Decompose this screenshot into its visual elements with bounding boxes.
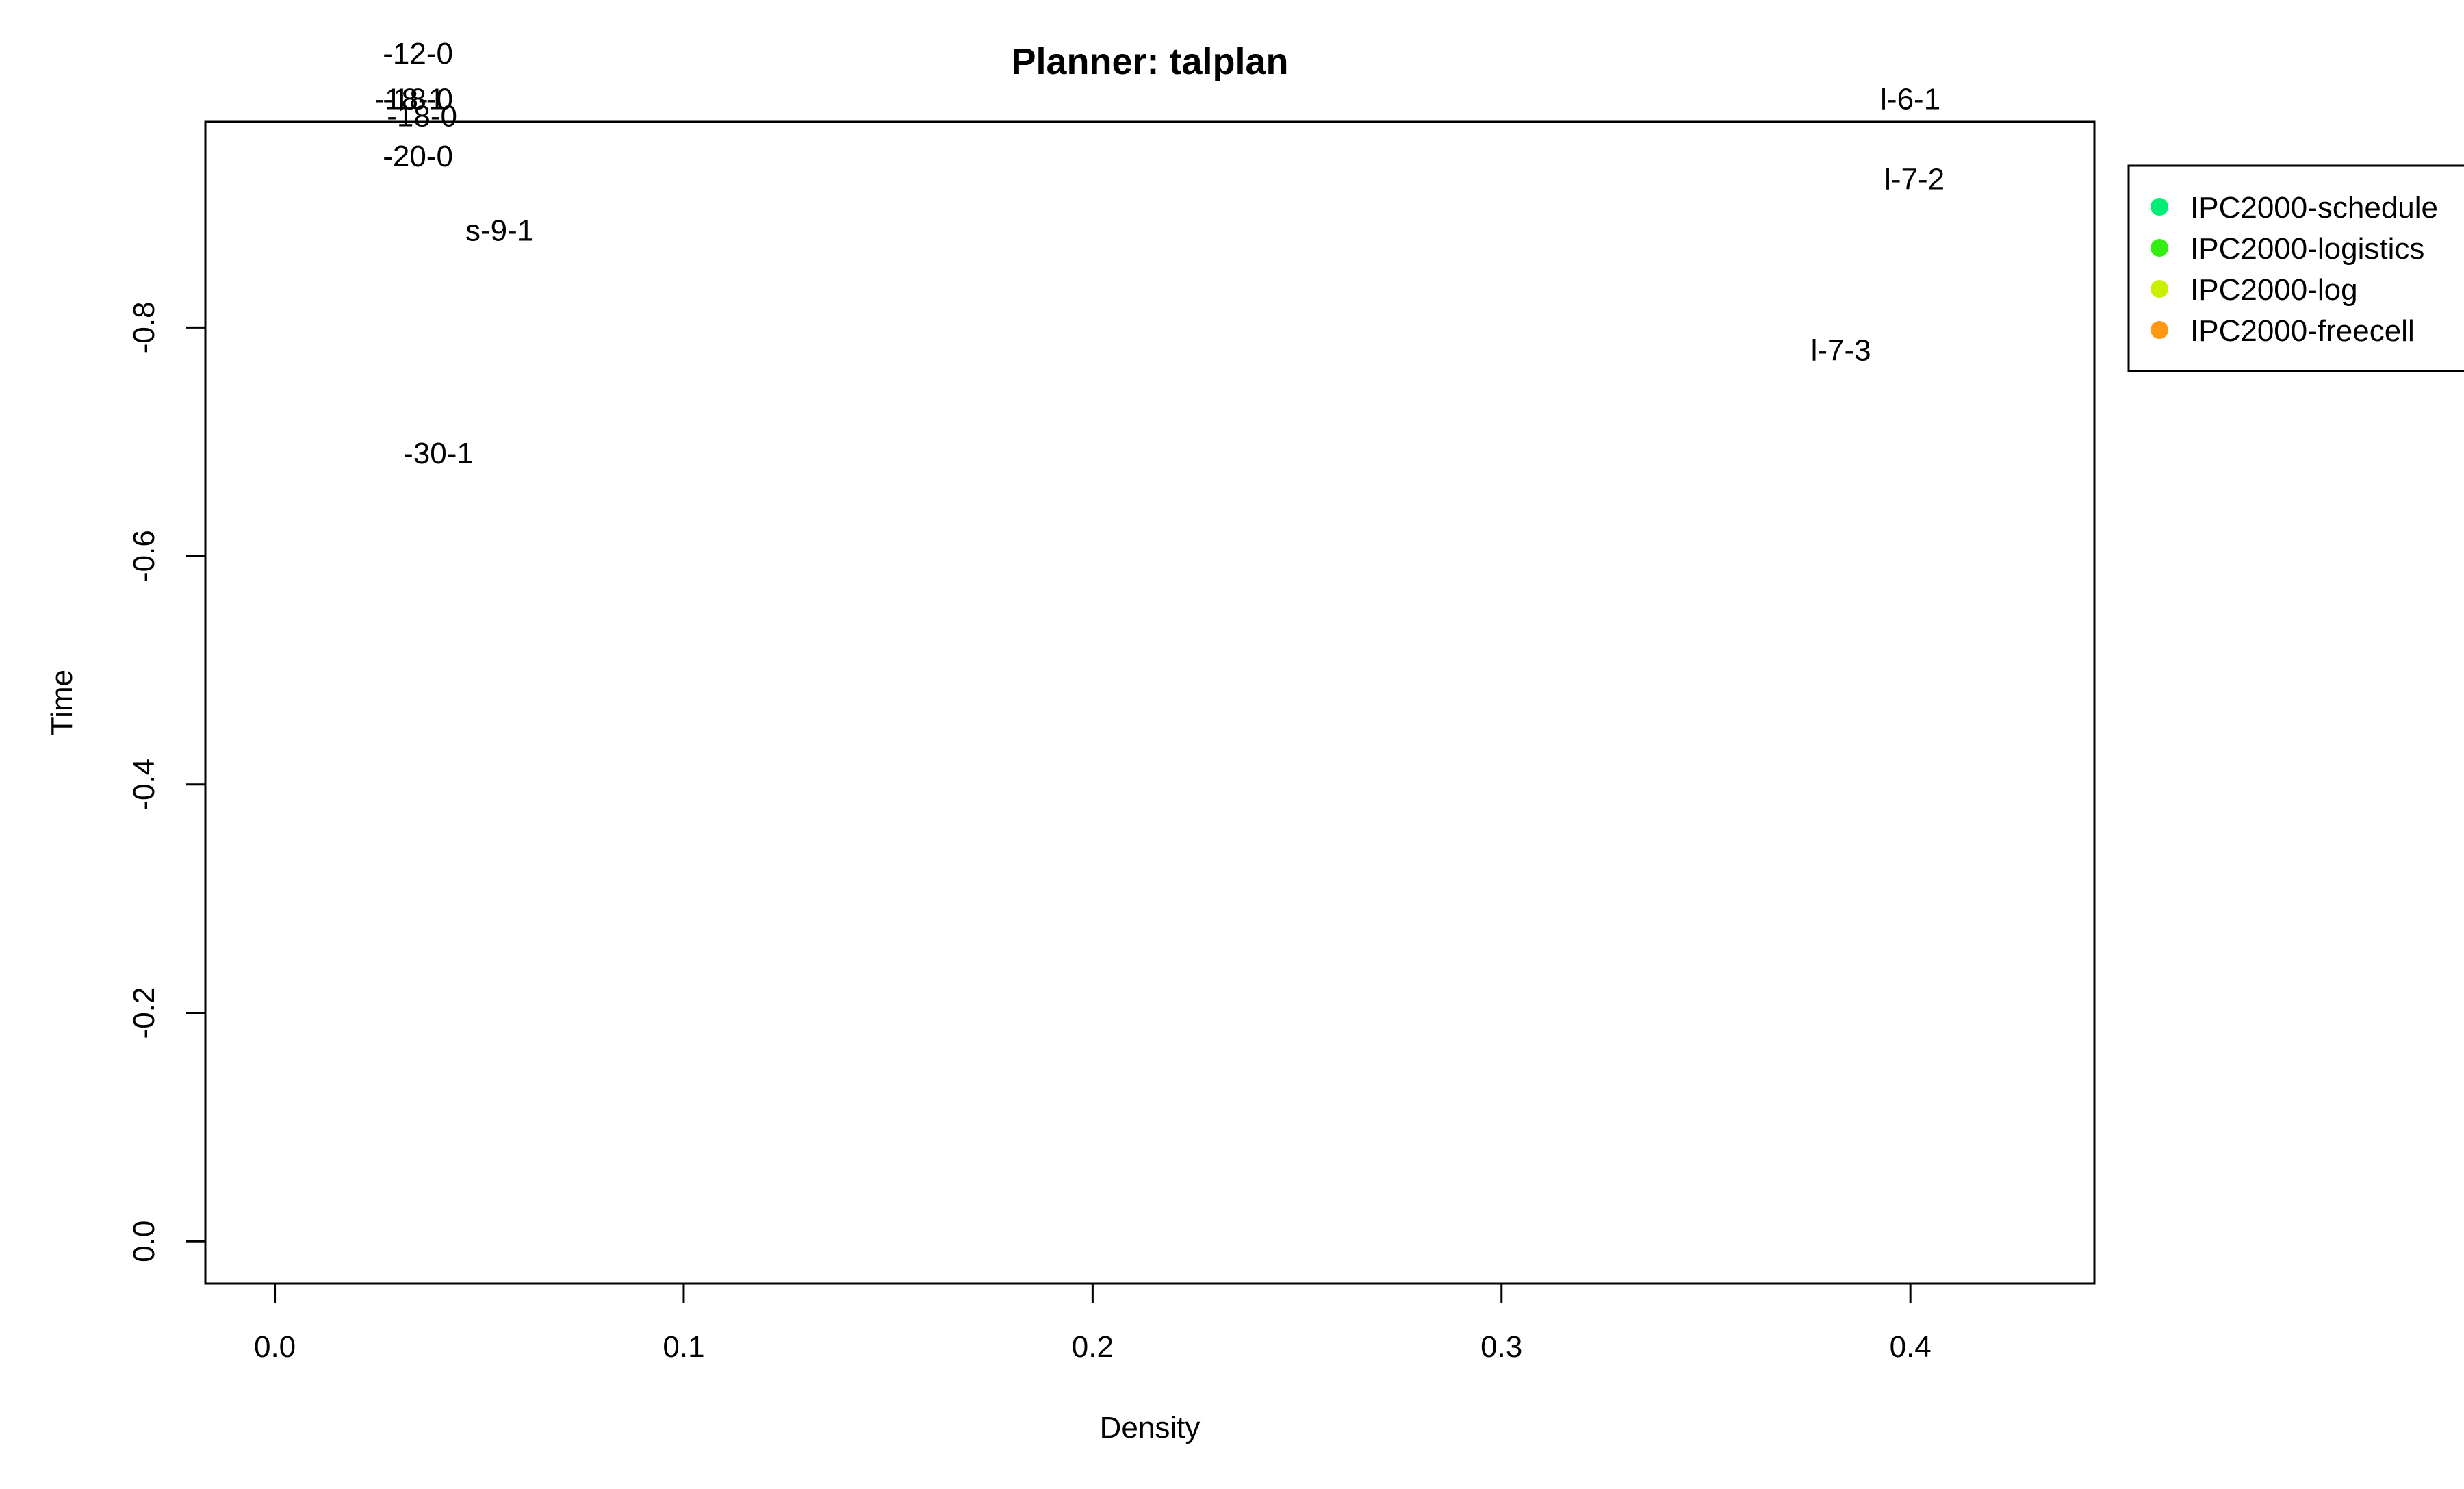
point-label: l-7-3 [1811, 334, 1871, 368]
legend-marker [2151, 198, 2168, 216]
point-label: -30-1 [403, 437, 474, 470]
y-axis-label: Time [45, 670, 79, 735]
point-label: -18-0 [383, 83, 453, 116]
y-tick-label: -0.4 [127, 759, 161, 811]
point-label: s-9-1 [465, 214, 534, 248]
legend-label: IPC2000-logistics [2190, 232, 2424, 266]
legend-box [2127, 164, 2464, 372]
legend-marker [2151, 280, 2168, 298]
y-axis: 0.0 -0.2 -0.4 -0.6 -0.8 [127, 301, 205, 1262]
legend-label: IPC2000-schedule [2190, 191, 2438, 225]
point-label: l-6-1 [1880, 83, 1940, 116]
legend: IPC2000-schedule IPC2000-logistics IPC2000… [2127, 164, 2464, 372]
point-label: -18-1 [374, 83, 445, 116]
y-tick-label: -0.6 [127, 530, 161, 582]
y-tick-label: -0.2 [127, 987, 161, 1039]
point-label: l-7-2 [1884, 162, 1945, 196]
chart-title: Planner: talplan [1011, 41, 1288, 82]
x-tick-label: 0.1 [663, 1330, 704, 1364]
legend-marker [2151, 239, 2168, 257]
x-tick-label: 0.4 [1890, 1330, 1932, 1364]
point-label: -12-0 [383, 37, 453, 71]
legend-label: IPC2000-log [2190, 273, 2358, 307]
x-tick-label: 0.2 [1072, 1330, 1114, 1364]
point-label: -20-0 [383, 140, 453, 173]
plot-frame [204, 120, 2096, 1285]
point-label: -18-0 [387, 100, 457, 133]
x-axis-label: Density [1100, 1411, 1201, 1445]
y-tick-label: -0.8 [127, 301, 161, 353]
legend-label: IPC2000-freecell [2190, 314, 2415, 348]
y-tick-label: 0.0 [127, 1221, 161, 1262]
point-labels: -12-0 -18-1-18-0-18-0 -20-0 s-9-1 -30-1 l-6-1… [374, 37, 1945, 470]
x-tick-label: 0.0 [254, 1330, 296, 1364]
x-axis: 0.0 0.1 0.2 0.3 0.4 [254, 1284, 1932, 1364]
legend-marker [2151, 321, 2168, 339]
x-tick-label: 0.3 [1480, 1330, 1522, 1364]
